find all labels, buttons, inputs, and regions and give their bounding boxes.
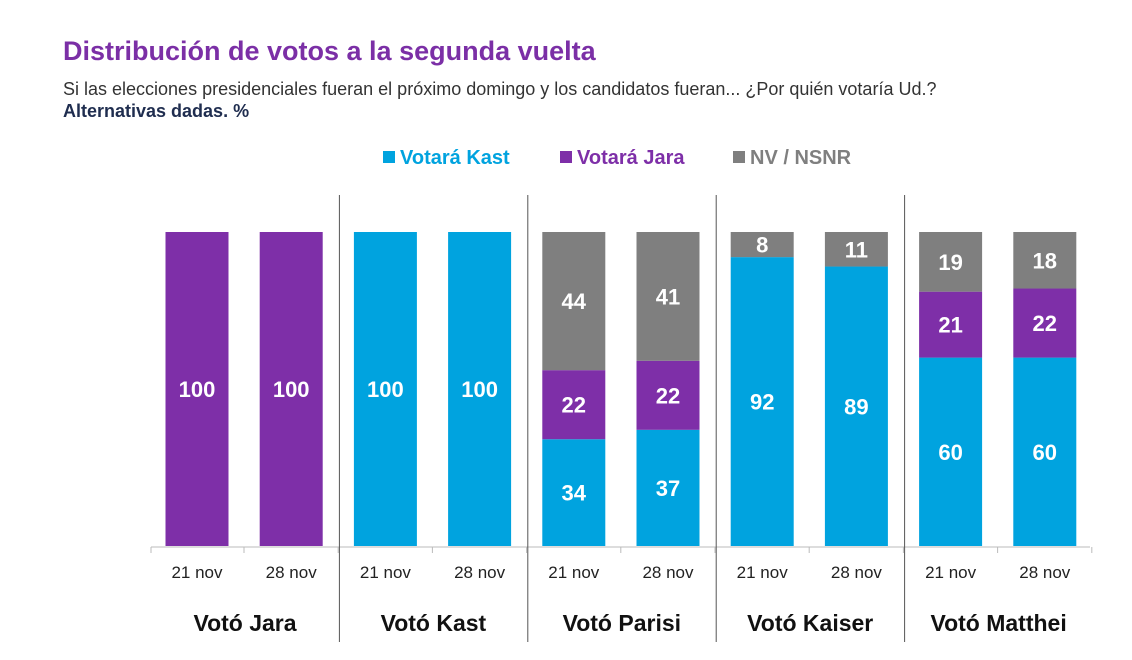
- legend-label: Votará Kast: [400, 147, 510, 169]
- data-label: 100: [461, 377, 498, 402]
- chart-title: Distribución de votos a la segunda vuelt…: [63, 36, 596, 66]
- data-label: 41: [656, 284, 680, 309]
- data-label: 89: [844, 394, 868, 419]
- x-tick-label: 28 nov: [642, 563, 694, 582]
- bar-segment: [165, 232, 229, 546]
- data-label: 34: [562, 481, 587, 506]
- data-label: 92: [750, 390, 774, 415]
- legend-label: NV / NSNR: [750, 147, 852, 169]
- group-label: Votó Kast: [381, 610, 487, 636]
- x-tick-label: 21 nov: [171, 563, 223, 582]
- bar-segment: [542, 439, 606, 546]
- data-label: 18: [1033, 248, 1057, 273]
- bar-segment: [259, 232, 323, 546]
- x-tick-label: 21 nov: [737, 563, 789, 582]
- chart-note: Alternativas dadas. %: [63, 101, 250, 121]
- data-label: 60: [938, 440, 962, 465]
- bar-segment: [448, 232, 512, 546]
- group-label: Votó Jara: [193, 610, 296, 636]
- bar-segment: [1013, 357, 1077, 546]
- data-label: 22: [656, 383, 680, 408]
- bar-segment: [636, 232, 700, 361]
- bar-segment: [636, 360, 700, 430]
- bar-segment: [1013, 288, 1077, 358]
- legend-label: Votará Jara: [577, 147, 685, 169]
- x-tick-label: 28 nov: [1019, 563, 1071, 582]
- x-tick-label: 21 nov: [925, 563, 977, 582]
- data-label: 22: [1033, 311, 1057, 336]
- group-label: Votó Matthei: [930, 610, 1066, 636]
- bar-segment: [353, 232, 417, 546]
- bar-segment: [824, 266, 888, 546]
- x-tick-label: 28 nov: [831, 563, 883, 582]
- data-label: 100: [273, 377, 310, 402]
- bar-segment: [919, 232, 983, 292]
- chart-subtitle: Si las elecciones presidenciales fueran …: [63, 79, 937, 99]
- group-label: Votó Parisi: [563, 610, 681, 636]
- x-tick-label: 21 nov: [360, 563, 412, 582]
- data-label: 100: [367, 377, 404, 402]
- legend-swatch: [733, 151, 745, 163]
- legend-swatch: [560, 151, 572, 163]
- data-label: 21: [938, 313, 962, 338]
- bar-segment: [542, 370, 606, 440]
- bar-segment: [542, 232, 606, 371]
- bar-segment: [919, 357, 983, 546]
- x-tick-label: 28 nov: [266, 563, 318, 582]
- data-label: 100: [179, 377, 216, 402]
- legend-swatch: [383, 151, 395, 163]
- bar-segment: [730, 257, 794, 546]
- bar-segment: [730, 232, 794, 258]
- data-label: 19: [938, 250, 962, 275]
- data-label: 37: [656, 476, 680, 501]
- x-tick-label: 28 nov: [454, 563, 506, 582]
- bar-segment: [919, 291, 983, 358]
- data-label: 11: [845, 237, 868, 262]
- group-label: Votó Kaiser: [747, 610, 873, 636]
- bar-segment: [824, 232, 888, 267]
- data-label: 60: [1033, 440, 1057, 465]
- data-label: 8: [756, 233, 768, 258]
- bar-segment: [1013, 232, 1077, 289]
- bar-segment: [636, 429, 700, 546]
- data-label: 44: [562, 289, 587, 314]
- data-label: 22: [562, 393, 586, 418]
- x-tick-label: 21 nov: [548, 563, 600, 582]
